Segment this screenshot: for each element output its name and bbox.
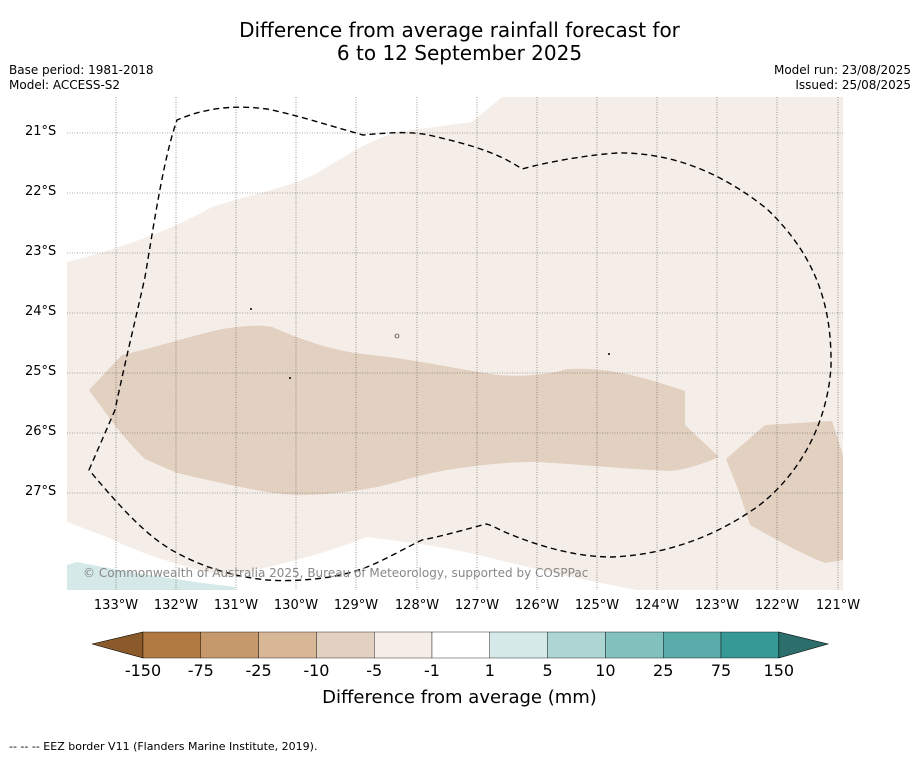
colorbar xyxy=(91,631,830,659)
lat-label: 26°S xyxy=(25,424,57,439)
region-tan-east xyxy=(726,421,843,563)
colorbar-segment xyxy=(547,631,606,659)
lat-label: 23°S xyxy=(25,244,57,259)
speck xyxy=(289,377,291,379)
region-tan-band xyxy=(89,325,719,495)
colorbar-tick-label: -1 xyxy=(424,661,440,680)
title-line-2: 6 to 12 September 2025 xyxy=(336,41,583,65)
title-line-1: Difference from average rainfall forecas… xyxy=(239,18,680,42)
colorbar-segment xyxy=(489,631,548,659)
lat-label: 22°S xyxy=(25,184,57,199)
base-period: Base period: 1981-2018 xyxy=(9,63,154,77)
colorbar-segment xyxy=(663,631,722,659)
colorbar-extend-max xyxy=(778,631,830,659)
lat-label: 24°S xyxy=(25,304,57,319)
lat-label: 27°S xyxy=(25,484,57,499)
colorbar-tick-label: 5 xyxy=(542,661,553,680)
lon-label: 130°W xyxy=(273,598,319,613)
eez-border xyxy=(88,106,832,582)
issued-date: Issued: 25/08/2025 xyxy=(795,78,911,92)
colorbar-segment xyxy=(258,631,317,659)
colorbar-tick-label: 75 xyxy=(710,661,732,680)
eez-legend-note: -- -- -- EEZ border V11 (Flanders Marine… xyxy=(9,740,318,753)
colorbar-tick-label: 10 xyxy=(595,661,616,680)
lon-label: 127°W xyxy=(454,598,500,613)
colorbar-tick-label: -25 xyxy=(245,661,272,680)
colorbar-tick-label: -75 xyxy=(187,661,214,680)
colorbar-extend-min xyxy=(91,631,144,659)
lon-label: 122°W xyxy=(754,598,800,613)
lon-label: 133°W xyxy=(93,598,139,613)
lon-label: 124°W xyxy=(634,598,680,613)
colorbar-tick-label: -150 xyxy=(124,661,162,680)
speck xyxy=(394,333,400,339)
colorbar-tick-label: 1 xyxy=(484,661,495,680)
lon-label: 132°W xyxy=(153,598,199,613)
map-copyright: © Commonwealth of Australia 2025, Bureau… xyxy=(83,566,588,580)
graticule xyxy=(67,97,843,590)
speck xyxy=(608,353,610,355)
colorbar-segment xyxy=(374,631,433,659)
colorbar-title: Difference from average (mm) xyxy=(322,687,597,708)
lon-label: 129°W xyxy=(333,598,379,613)
colorbar-tick-label: -10 xyxy=(303,661,330,680)
model-run: Model run: 23/08/2025 xyxy=(773,63,911,77)
model-name: Model: ACCESS-S2 xyxy=(9,78,121,92)
colorbar-tick-label: -5 xyxy=(366,661,383,680)
speck xyxy=(250,308,252,310)
colorbar-segment xyxy=(142,631,201,659)
colorbar-tick-label: 25 xyxy=(653,661,674,680)
colorbar-segment xyxy=(720,631,779,659)
lon-label: 123°W xyxy=(694,598,740,613)
lon-label: 131°W xyxy=(213,598,259,613)
lat-label: 25°S xyxy=(25,364,57,379)
lon-label: 126°W xyxy=(514,598,560,613)
forecast-map: © Commonwealth of Australia 2025, Bureau… xyxy=(67,97,843,590)
region-light-teal xyxy=(67,562,235,590)
colorbar-segment xyxy=(316,631,375,659)
colorbar-segment xyxy=(431,631,490,659)
colorbar-segment xyxy=(605,631,664,659)
lat-label: 21°S xyxy=(25,124,57,139)
colorbar-tick-label: 150 xyxy=(763,661,795,680)
lon-label: 125°W xyxy=(574,598,620,613)
colorbar-segment xyxy=(200,631,259,659)
lon-label: 128°W xyxy=(394,598,440,613)
lon-label: 121°W xyxy=(815,598,861,613)
